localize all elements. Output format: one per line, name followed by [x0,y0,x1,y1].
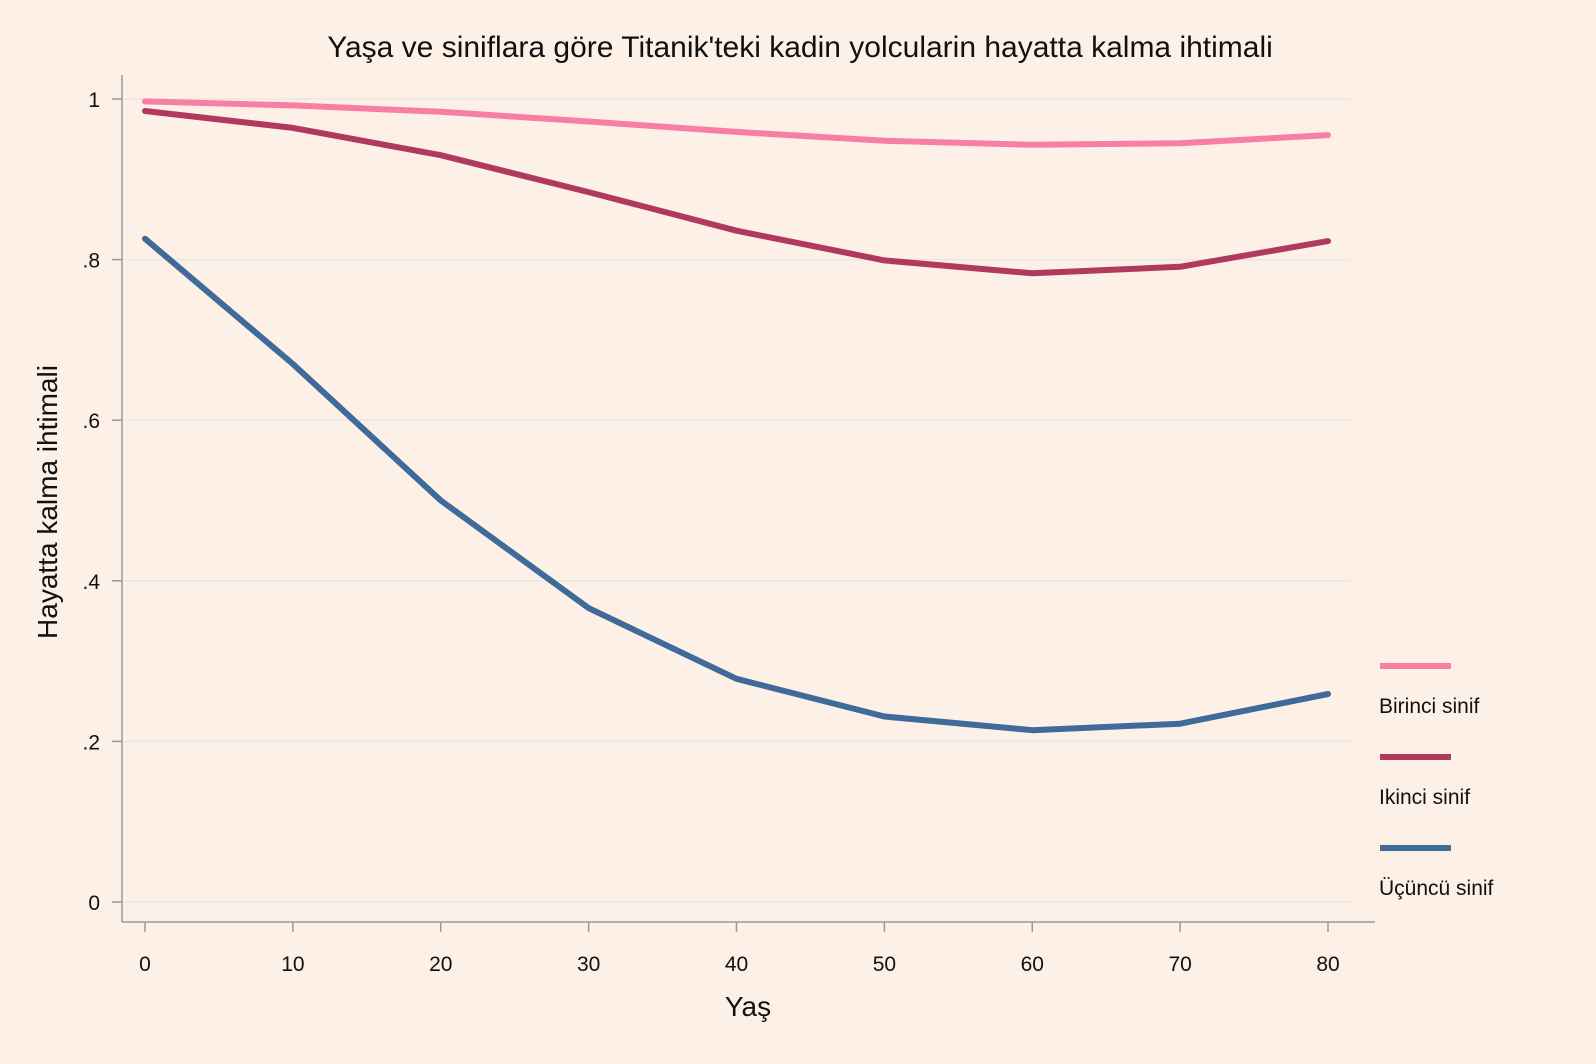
legend: Birinci sinif Ikinci sinif Üçüncü sinif [1379,663,1494,900]
legend-label-1: Birinci sinif [1379,695,1480,718]
y-tick-label: 1 [88,89,100,112]
y-axis-title: Hayatta kalma ihtimali [32,365,63,639]
x-tick-label: 20 [429,953,452,976]
x-tick-label: 30 [577,953,600,976]
y-tick-label: .8 [82,250,100,273]
x-tick-label: 70 [1168,953,1191,976]
x-tick-label: 10 [281,953,304,976]
series-line-2 [142,108,1331,277]
legend-label-3: Üçüncü sinif [1379,877,1494,900]
series-lines [142,98,1331,734]
x-axis-ticks: 0 10 20 30 40 50 60 70 80 [139,922,1340,976]
grid-lines [122,98,1350,903]
x-tick-label: 40 [725,953,748,976]
y-tick-label: .4 [82,571,100,594]
y-tick-label: .6 [82,410,100,433]
x-tick-label: 60 [1021,953,1044,976]
x-tick-label: 50 [873,953,896,976]
y-tick-label: 0 [88,892,100,915]
x-axis-title: Yaş [725,991,771,1022]
x-tick-label: 0 [139,953,151,976]
series-line-1 [142,98,1331,148]
series-line-3 [142,235,1331,734]
legend-label-2: Ikinci sinif [1379,786,1470,809]
x-tick-label: 80 [1316,953,1339,976]
chart-title: Yaşa ve siniflara göre Titanik'teki kadi… [327,31,1273,64]
y-tick-label: .2 [82,731,100,754]
y-axis-ticks: 0 .2 .4 .6 .8 1 [82,89,122,915]
